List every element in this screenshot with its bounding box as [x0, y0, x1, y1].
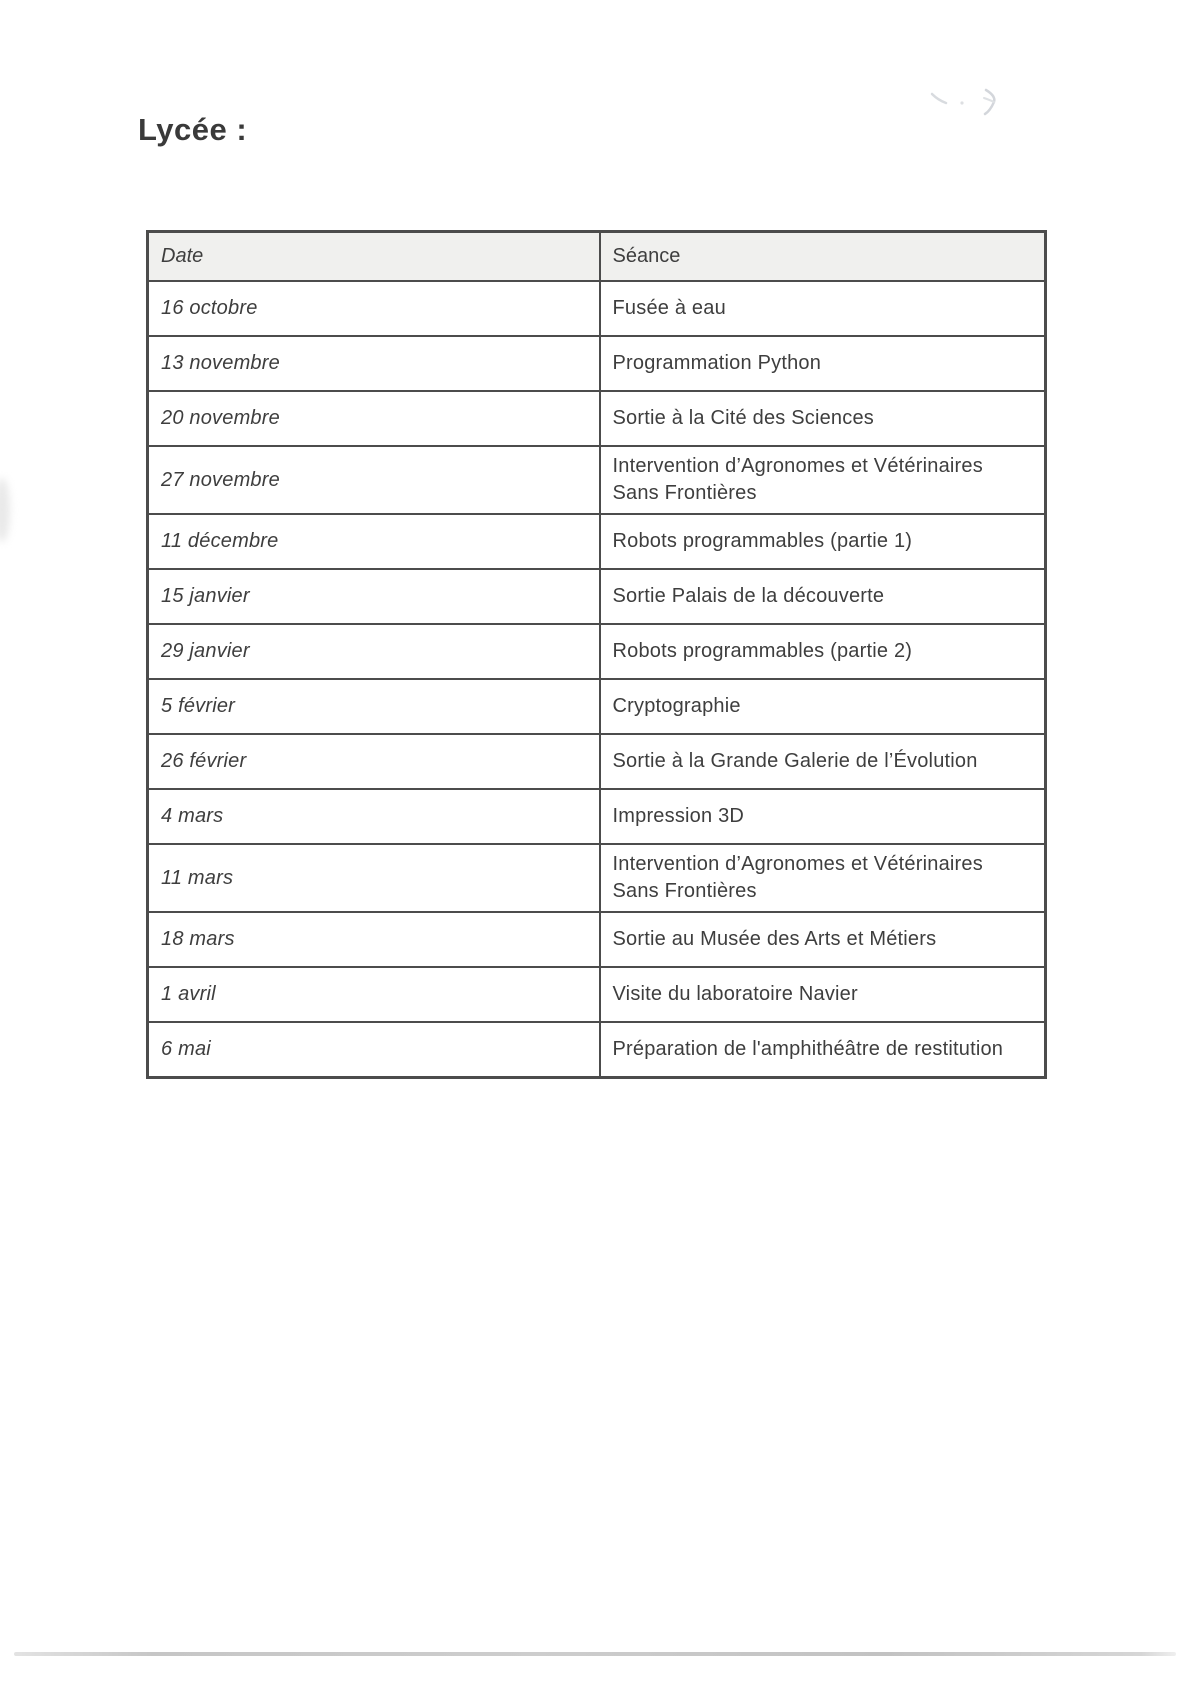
seance-cell: Sortie à la Grande Galerie de l’Évolutio… — [598, 733, 1047, 790]
scan-smudge-left — [0, 478, 10, 542]
seance-cell: Robots programmables (partie 2) — [598, 623, 1047, 680]
table-row: 11 décembre Robots programmables (partie… — [146, 513, 1047, 570]
date-cell: 6 mai — [146, 1021, 601, 1079]
table-header-row: Date Séance — [146, 230, 1047, 282]
seance-cell: Visite du laboratoire Navier — [598, 966, 1047, 1023]
table-row: 6 mai Préparation de l'amphithéâtre de r… — [146, 1021, 1047, 1079]
date-cell: 20 novembre — [146, 390, 601, 447]
date-cell: 4 mars — [146, 788, 601, 845]
date-cell: 16 octobre — [146, 280, 601, 337]
date-cell: 18 mars — [146, 911, 601, 968]
table-row: 5 février Cryptographie — [146, 678, 1047, 735]
seance-cell: Sortie Palais de la découverte — [598, 568, 1047, 625]
date-cell: 1 avril — [146, 966, 601, 1023]
date-cell: 26 février — [146, 733, 601, 790]
date-cell: 11 mars — [146, 843, 601, 913]
seance-cell: Sortie au Musée des Arts et Métiers — [598, 911, 1047, 968]
table-row: 1 avril Visite du laboratoire Navier — [146, 966, 1047, 1023]
schedule-table: Date Séance 16 octobre Fusée à eau 13 no… — [146, 230, 1047, 1079]
table-row: 16 octobre Fusée à eau — [146, 280, 1047, 337]
date-cell: 13 novembre — [146, 335, 601, 392]
seance-cell: Intervention d’Agronomes et Vétérinaires… — [598, 843, 1047, 913]
table-row: 4 mars Impression 3D — [146, 788, 1047, 845]
scan-edge-line — [14, 1652, 1176, 1656]
table-row: 13 novembre Programmation Python — [146, 335, 1047, 392]
date-cell: 5 février — [146, 678, 601, 735]
table-row: 27 novembre Intervention d’Agronomes et … — [146, 445, 1047, 515]
date-cell: 11 décembre — [146, 513, 601, 570]
page-title: Lycée : — [138, 112, 248, 147]
table-row: 15 janvier Sortie Palais de la découvert… — [146, 568, 1047, 625]
seance-cell: Programmation Python — [598, 335, 1047, 392]
seance-cell: Fusée à eau — [598, 280, 1047, 337]
seance-cell: Sortie à la Cité des Sciences — [598, 390, 1047, 447]
table-row: 20 novembre Sortie à la Cité des Science… — [146, 390, 1047, 447]
seance-cell: Robots programmables (partie 1) — [598, 513, 1047, 570]
table-row: 26 février Sortie à la Grande Galerie de… — [146, 733, 1047, 790]
table-row: 18 mars Sortie au Musée des Arts et Méti… — [146, 911, 1047, 968]
seance-cell: Cryptographie — [598, 678, 1047, 735]
date-cell: 27 novembre — [146, 445, 601, 515]
header-seance: Séance — [598, 230, 1047, 282]
scan-smudge-mark — [930, 88, 996, 116]
seance-cell: Préparation de l'amphithéâtre de restitu… — [598, 1021, 1047, 1079]
date-cell: 15 janvier — [146, 568, 601, 625]
table-row: 29 janvier Robots programmables (partie … — [146, 623, 1047, 680]
date-cell: 29 janvier — [146, 623, 601, 680]
table-row: 11 mars Intervention d’Agronomes et Vété… — [146, 843, 1047, 913]
seance-cell: Intervention d’Agronomes et Vétérinaires… — [598, 445, 1047, 515]
header-date: Date — [146, 230, 601, 282]
seance-cell: Impression 3D — [598, 788, 1047, 845]
